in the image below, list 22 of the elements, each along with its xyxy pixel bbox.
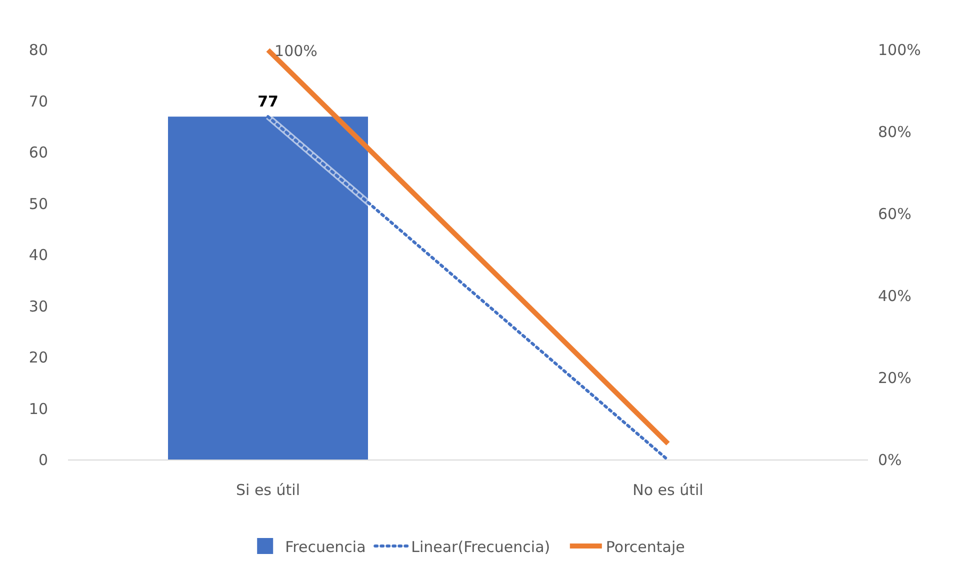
legend-label: Frecuencia xyxy=(285,538,366,556)
y-tick-label: 20 xyxy=(28,348,48,366)
legend-label: Porcentaje xyxy=(606,538,685,556)
y-tick-label: 0 xyxy=(38,451,48,469)
y2-tick-label: 40% xyxy=(878,287,912,305)
y-tick-label: 50 xyxy=(28,194,48,213)
y-tick-label: 10 xyxy=(28,400,48,418)
y-tick-label: 30 xyxy=(28,297,48,316)
y2-tick-label: 100% xyxy=(878,41,921,59)
y-tick-label: 80 xyxy=(28,41,48,59)
y2-tick-label: 0% xyxy=(878,451,902,469)
y-tick-label: 40 xyxy=(28,246,48,264)
x-tick-label: No es útil xyxy=(632,481,704,499)
y2-tick-label: 60% xyxy=(878,205,912,223)
y2-tick-label: 20% xyxy=(878,369,912,387)
data-label: 100% xyxy=(274,42,318,60)
y2-tick-label: 80% xyxy=(878,123,912,141)
y-tick-label: 60 xyxy=(28,144,48,162)
y-tick-label: 70 xyxy=(28,92,48,110)
annotation: 77 xyxy=(258,92,278,111)
x-tick-label: Si es útil xyxy=(236,481,300,499)
legend-label: Linear(Frecuencia) xyxy=(411,538,550,556)
